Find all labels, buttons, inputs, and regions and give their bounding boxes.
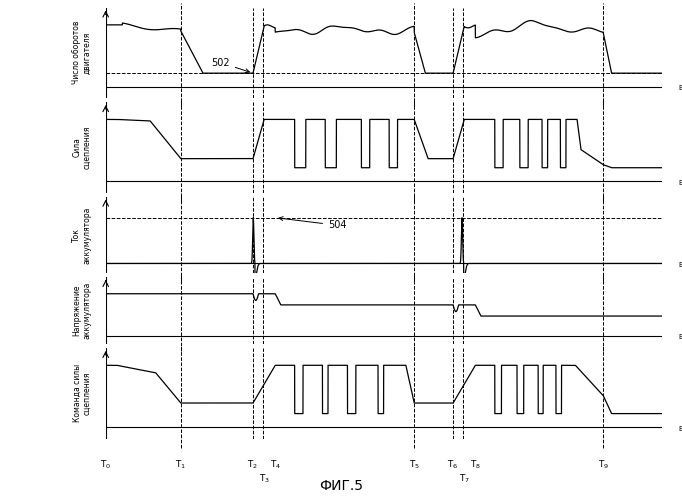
Text: Команда силы
сцепления: Команда силы сцепления [72, 364, 92, 422]
Text: T$_1$: T$_1$ [175, 458, 186, 471]
Text: T$_3$: T$_3$ [258, 473, 269, 486]
Text: Сила
сцепления: Сила сцепления [72, 126, 92, 169]
Text: Время: Время [678, 180, 682, 186]
Text: T$_9$: T$_9$ [597, 458, 609, 471]
Text: T$_5$: T$_5$ [409, 458, 419, 471]
Text: Время: Время [678, 426, 682, 432]
Text: T$_8$: T$_8$ [470, 458, 481, 471]
Text: Ток
аккумулятора: Ток аккумулятора [72, 206, 92, 264]
Text: T$_2$: T$_2$ [248, 458, 258, 471]
Text: Напряжение
аккумулятора: Напряжение аккумулятора [72, 282, 92, 339]
Text: 504: 504 [279, 216, 346, 230]
Text: T$_7$: T$_7$ [458, 473, 470, 486]
Text: 502: 502 [211, 58, 250, 72]
Text: Время: Время [678, 262, 682, 268]
Text: T$_4$: T$_4$ [269, 458, 281, 471]
Text: T$_0$: T$_0$ [100, 458, 111, 471]
Text: Время: Время [678, 86, 682, 91]
Text: T$_6$: T$_6$ [447, 458, 459, 471]
Text: ФИГ.5: ФИГ.5 [319, 478, 363, 492]
Text: Число оборотов
двигателя: Число оборотов двигателя [72, 21, 92, 84]
Text: Время: Время [678, 334, 682, 340]
